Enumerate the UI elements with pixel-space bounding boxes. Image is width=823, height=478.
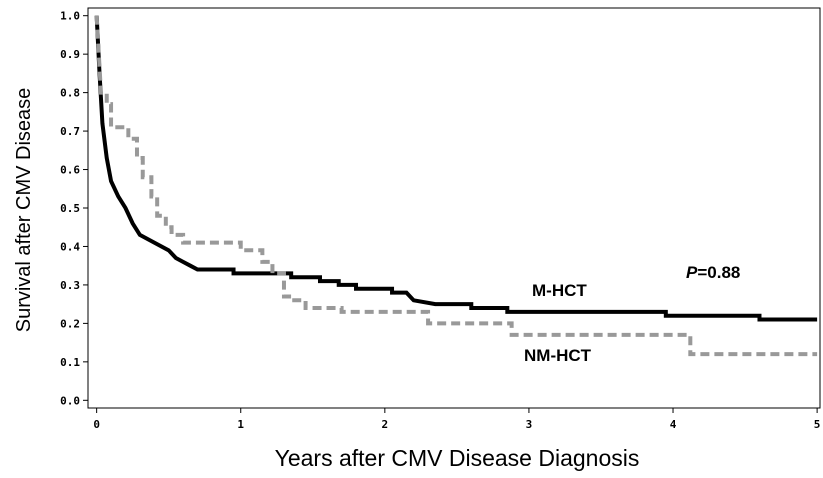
y-tick-label: 0.6: [60, 164, 80, 177]
y-tick-label: 0.8: [60, 87, 80, 100]
survival-curve: [94, 15, 818, 357]
x-tick-label: 3: [526, 418, 533, 431]
y-tick-label: 0.3: [60, 279, 80, 292]
series-label: M-HCT: [532, 281, 587, 300]
y-axis-label: Survival after CMV Disease: [13, 88, 35, 333]
x-axis-label: Years after CMV Disease Diagnosis: [275, 445, 640, 471]
y-tick-label: 0.7: [60, 125, 80, 138]
series-label: NM-HCT: [524, 346, 592, 365]
y-tick-label: 0.2: [60, 317, 80, 330]
y-tick-label: 0.1: [60, 356, 80, 369]
x-tick-label: 2: [382, 418, 389, 431]
p-symbol: P: [686, 263, 698, 282]
x-tick-label: 4: [670, 418, 677, 431]
x-tick-label: 5: [814, 418, 821, 431]
x-tick-label: 0: [93, 418, 100, 431]
y-tick-label: 0.5: [60, 202, 80, 215]
p-value-annotation: P=0.88: [686, 263, 740, 282]
x-tick-label: 1: [237, 418, 244, 431]
y-tick-label: 0.0: [60, 394, 80, 407]
survival-curve: [94, 15, 818, 322]
y-tick-label: 1.0: [60, 10, 80, 23]
plot-frame: [87, 7, 821, 409]
y-tick-label: 0.4: [60, 240, 80, 253]
y-tick-label: 0.9: [60, 48, 80, 61]
p-value: =0.88: [697, 263, 740, 282]
